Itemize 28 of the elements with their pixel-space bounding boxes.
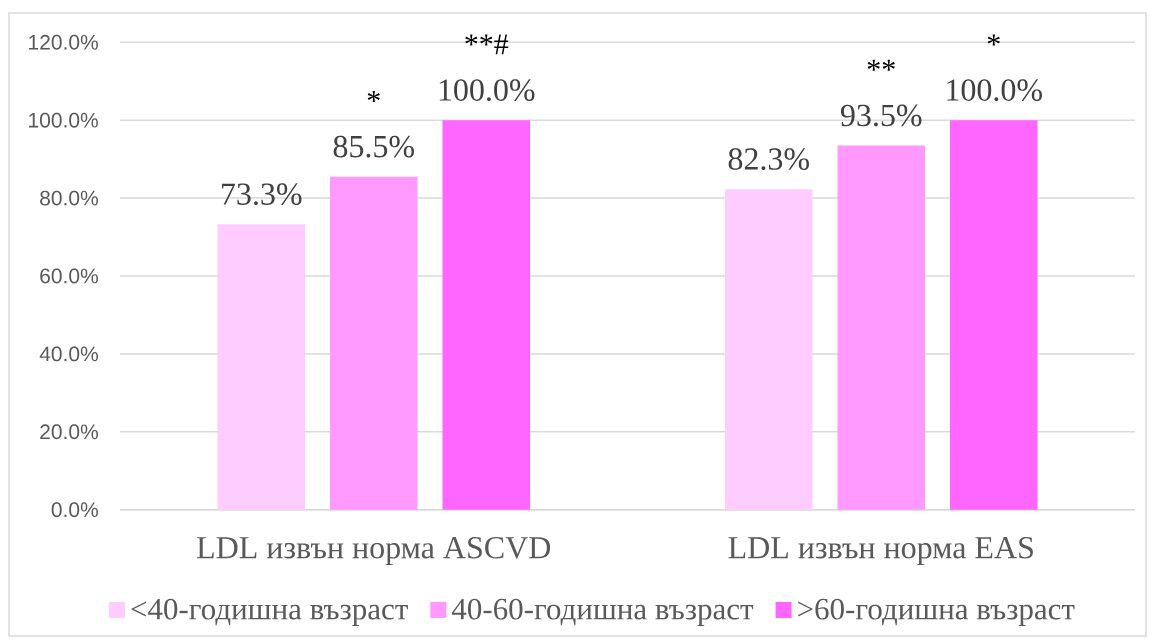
data-label: 100.0% <box>439 79 535 102</box>
bar <box>837 145 925 510</box>
y-tick-label: 0.0% <box>51 502 98 518</box>
y-tick-label: 40.0% <box>39 346 98 362</box>
data-label: 93.5% <box>840 104 922 127</box>
legend-label: >60-годишна възраст <box>798 598 1075 626</box>
bar <box>725 189 813 510</box>
annotation: * <box>367 91 380 103</box>
data-label: 100.0% <box>947 79 1042 102</box>
y-tick-label: 60.0% <box>40 268 98 284</box>
data-label: 85.5% <box>333 135 414 158</box>
legend-label: 40-60-годишна възраст <box>451 598 754 626</box>
y-tick-label: 100.0% <box>29 112 98 128</box>
bar <box>330 176 418 510</box>
x-tick-label: LDL извън норма ASCVD <box>197 537 551 565</box>
legend-label: <40-годишна възраст <box>131 598 408 626</box>
annotation: **# <box>465 34 509 55</box>
bar <box>442 120 531 510</box>
data-label: 82.3% <box>728 148 809 170</box>
data-label: 73.3% <box>222 183 302 206</box>
y-tick-label: 80.0% <box>40 190 98 206</box>
x-tick-label: LDL извън норма EAS <box>728 537 1033 565</box>
annotation: * <box>987 34 1000 46</box>
bar <box>950 120 1038 510</box>
y-tick-label: 20.0% <box>40 424 98 440</box>
y-tick-label: 120.0% <box>29 34 98 50</box>
annotation: ** <box>867 59 895 71</box>
bar <box>217 224 306 510</box>
